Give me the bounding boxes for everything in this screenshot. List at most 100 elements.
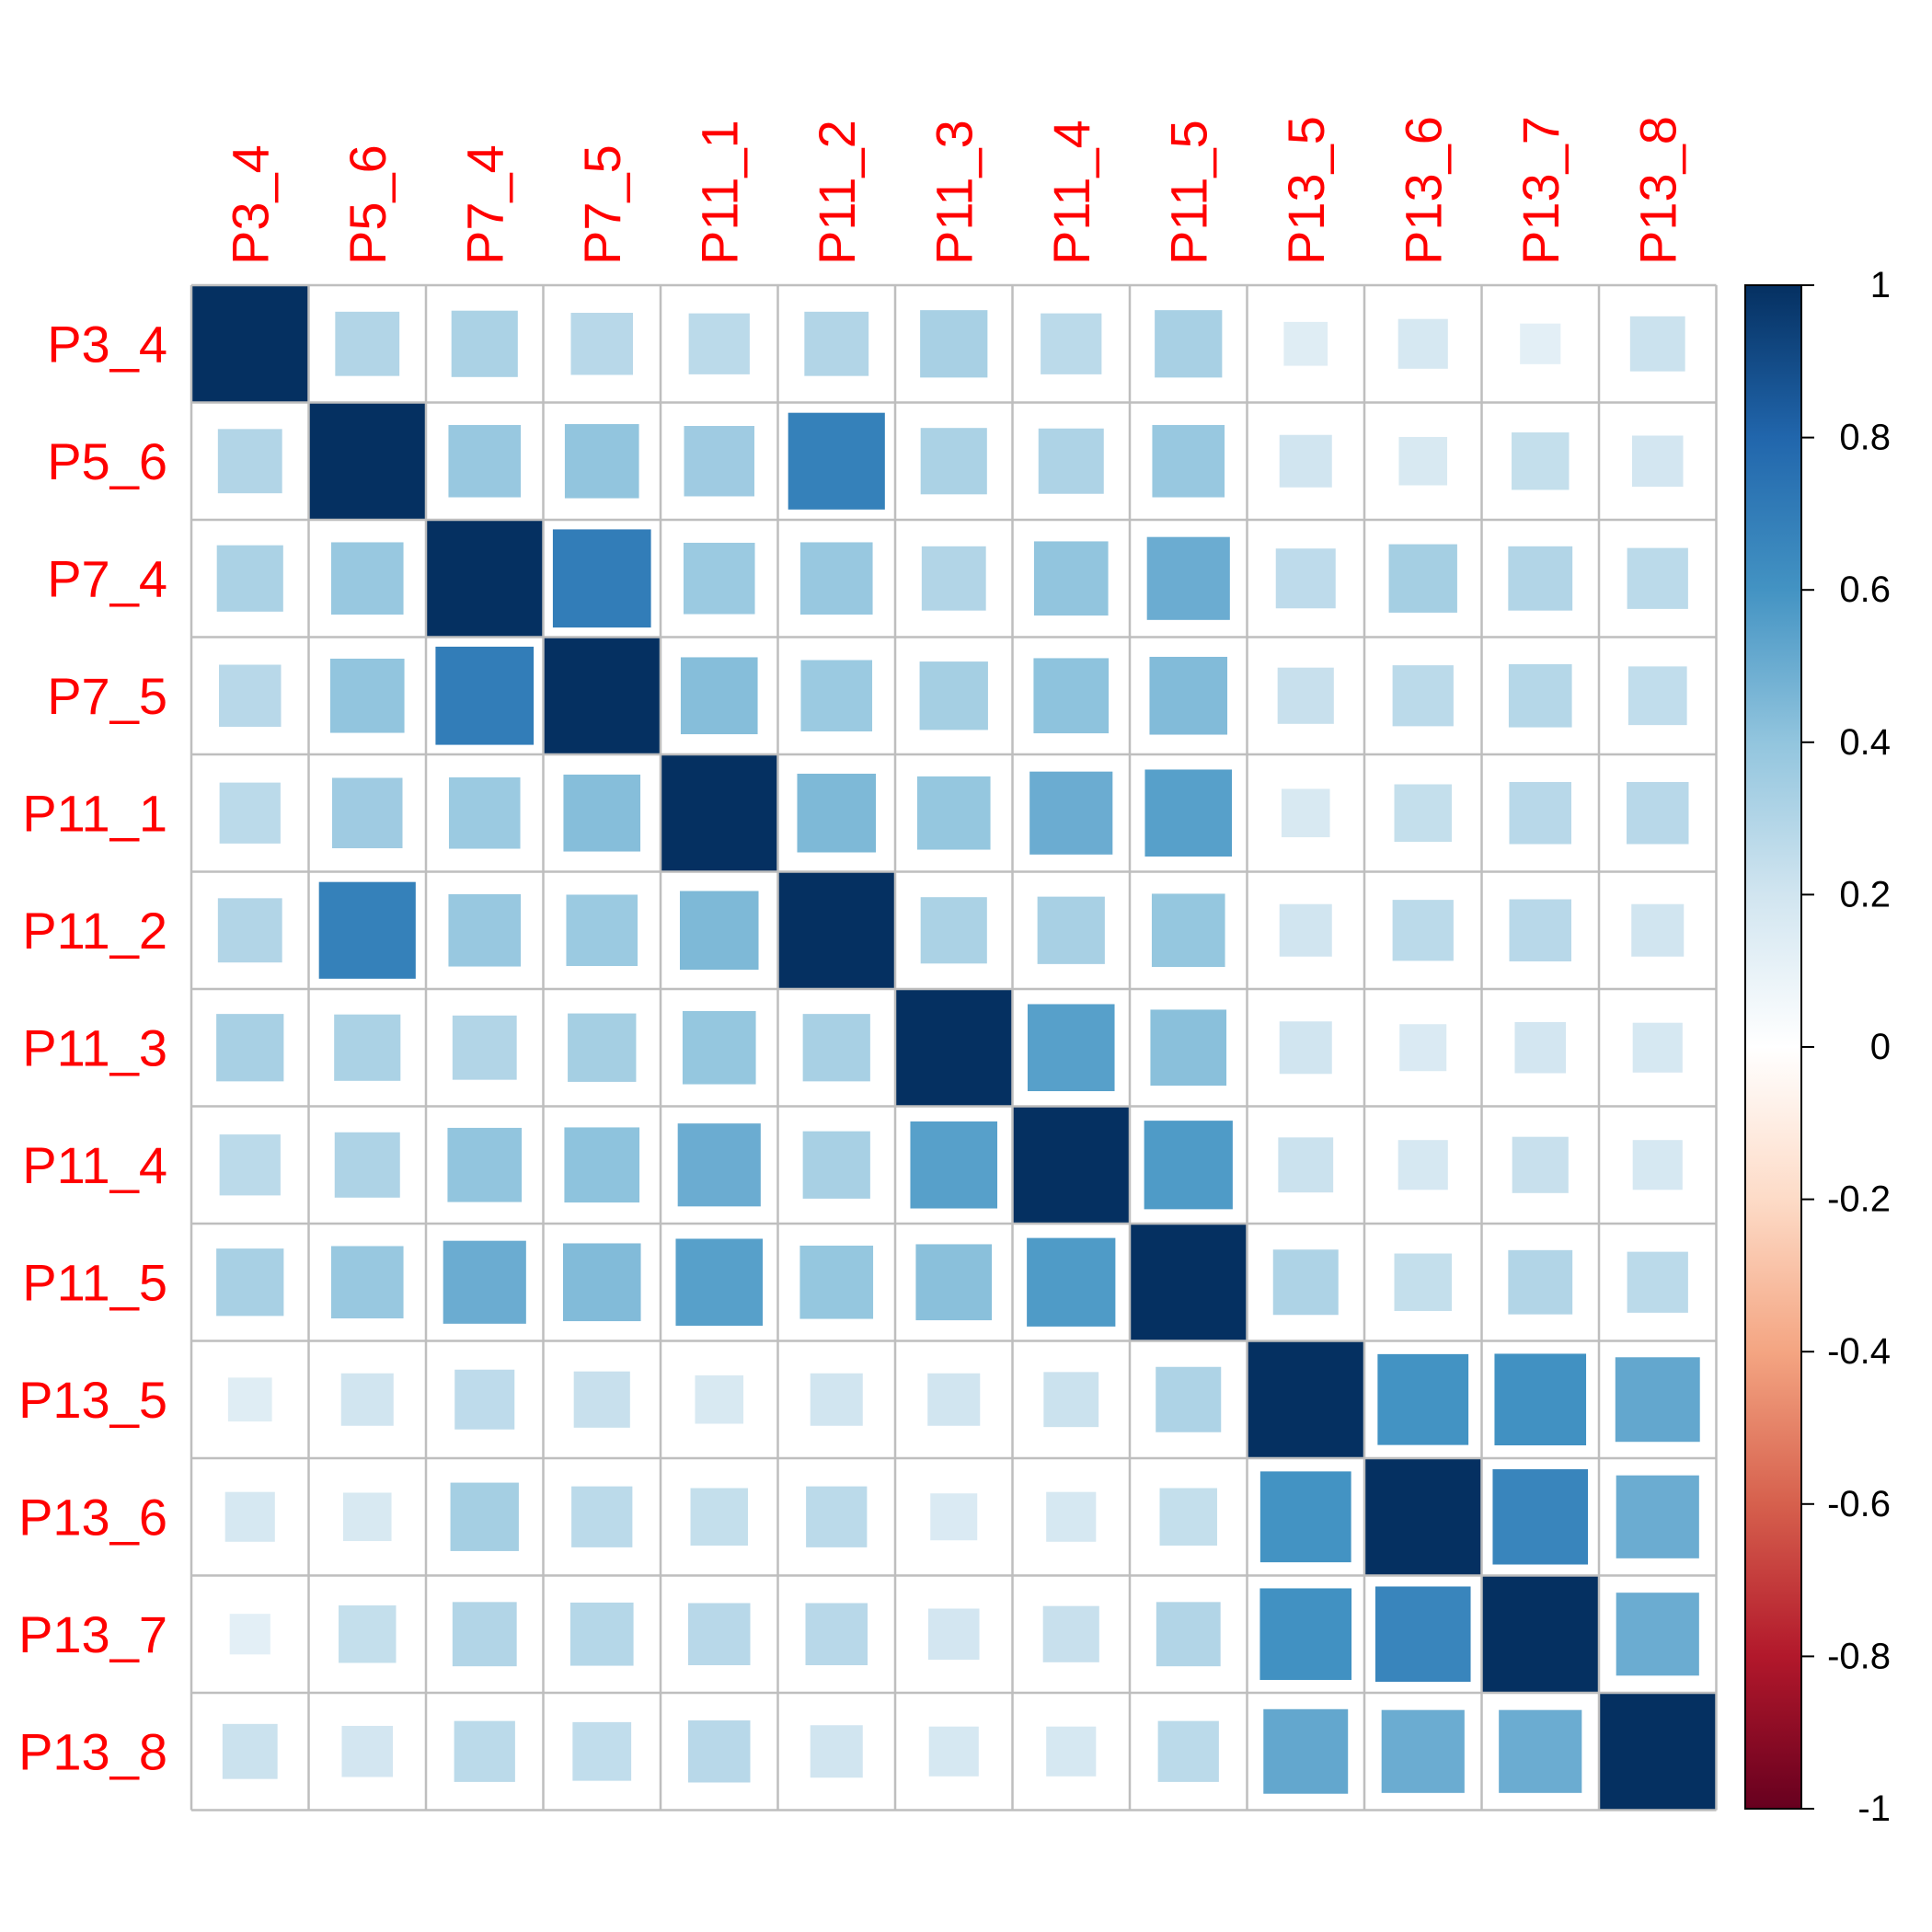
cell-P5_6-P13_8 — [1631, 435, 1684, 488]
color-legend-bar — [1744, 284, 1802, 1810]
color-legend: 1 0.8 0.6 0.4 0.2 0 -0.2 -0.4 -0.6 -0.8 -1 — [1744, 265, 1891, 1829]
matrix-cells — [191, 285, 1717, 1811]
cell-P7_5-P13_5 — [1277, 667, 1334, 724]
cell-P13_8-P11_3 — [928, 1726, 979, 1777]
cell-P11_3-P13_8 — [1632, 1022, 1683, 1073]
cell-P7_5-P7_4 — [435, 646, 535, 745]
cell-P5_6-P13_5 — [1279, 434, 1332, 488]
cell-P13_5-P11_1 — [695, 1374, 744, 1424]
cell-P13_8-P5_6 — [341, 1725, 394, 1777]
cell-P13_8-P11_4 — [1046, 1726, 1097, 1777]
cell-P11_2-P3_4 — [217, 898, 282, 963]
cell-P7_5-P13_6 — [1392, 665, 1454, 727]
color-legend-tick-label: 0.4 — [1839, 722, 1891, 763]
cell-P11_2-P11_2 — [777, 871, 895, 989]
column-label-P11_5: P11_5 — [1159, 120, 1217, 265]
cell-P13_6-P11_4 — [1046, 1491, 1097, 1542]
row-label-P5_6: P5_6 — [47, 432, 167, 490]
row-label-P11_4: P11_4 — [22, 1136, 167, 1194]
cell-P13_8-P11_5 — [1157, 1720, 1219, 1782]
cell-P13_7-P13_6 — [1374, 1586, 1471, 1683]
cell-P3_4-P11_4 — [1041, 313, 1102, 374]
cell-P11_4-P11_5 — [1144, 1121, 1233, 1210]
cell-P11_2-P11_4 — [1037, 896, 1105, 964]
column-label-P5_6: P5_6 — [339, 144, 397, 265]
cell-P7_4-P3_4 — [216, 545, 283, 612]
cell-P11_1-P11_2 — [797, 773, 877, 853]
cell-P11_2-P13_5 — [1279, 903, 1332, 957]
cell-P13_8-P3_4 — [222, 1723, 278, 1779]
cell-P13_8-P13_8 — [1599, 1693, 1717, 1811]
cell-P7_4-P11_2 — [799, 542, 873, 615]
cell-P11_5-P7_5 — [562, 1243, 641, 1322]
row-label-P13_8: P13_8 — [18, 1722, 167, 1780]
cell-P11_5-P13_5 — [1272, 1249, 1339, 1316]
cell-P11_1-P13_7 — [1509, 782, 1571, 845]
cell-P7_4-P11_3 — [921, 546, 986, 611]
cell-P7_5-P13_8 — [1627, 666, 1687, 726]
cell-P11_1-P11_3 — [916, 776, 991, 850]
cell-P11_1-P13_5 — [1281, 788, 1330, 838]
cell-P11_3-P13_7 — [1514, 1021, 1567, 1074]
column-label-P7_4: P7_4 — [455, 144, 513, 265]
color-legend-tick-label: -0.4 — [1827, 1331, 1891, 1372]
cell-P13_6-P11_3 — [930, 1493, 978, 1541]
cell-P11_5-P13_6 — [1394, 1253, 1452, 1311]
cell-P7_4-P11_1 — [683, 542, 755, 615]
row-label-P7_5: P7_5 — [47, 667, 167, 725]
cell-P11_3-P7_4 — [452, 1015, 517, 1080]
column-label-P7_5: P7_5 — [573, 144, 631, 265]
color-legend-tick-label: -1 — [1857, 1788, 1891, 1829]
cell-P13_5-P13_8 — [1615, 1357, 1700, 1443]
cell-P11_5-P7_4 — [443, 1240, 526, 1324]
cell-P11_1-P7_4 — [448, 776, 521, 849]
cell-P13_7-P5_6 — [339, 1605, 397, 1663]
cell-P5_6-P13_7 — [1512, 432, 1570, 490]
cell-P11_4-P11_1 — [677, 1123, 761, 1207]
row-label-P11_3: P11_3 — [22, 1018, 167, 1076]
cell-P7_5-P11_1 — [680, 657, 758, 735]
row-label-P3_4: P3_4 — [47, 315, 167, 373]
cell-P11_5-P13_7 — [1508, 1249, 1573, 1315]
cell-P7_5-P11_3 — [919, 661, 988, 730]
cell-P3_4-P3_4 — [191, 285, 309, 403]
cell-P11_2-P13_7 — [1509, 899, 1571, 961]
cell-P5_6-P3_4 — [217, 429, 282, 494]
column-label-P11_2: P11_2 — [808, 120, 866, 265]
cell-P13_6-P13_7 — [1492, 1468, 1589, 1565]
cell-P11_1-P7_5 — [563, 774, 641, 852]
cell-P11_2-P5_6 — [318, 881, 416, 979]
color-legend-tick-label: 0.6 — [1839, 569, 1891, 610]
cell-P11_3-P11_5 — [1150, 1009, 1227, 1087]
cell-P3_4-P11_2 — [804, 311, 869, 376]
cell-P13_6-P11_1 — [690, 1488, 748, 1546]
column-label-P11_3: P11_3 — [925, 120, 983, 265]
cell-P11_4-P7_4 — [447, 1127, 523, 1202]
cell-P7_4-P5_6 — [330, 542, 404, 615]
cell-P13_8-P7_5 — [572, 1721, 632, 1781]
cell-P13_5-P11_5 — [1156, 1366, 1222, 1432]
cell-P11_1-P11_1 — [661, 754, 778, 872]
column-label-P11_4: P11_4 — [1042, 120, 1100, 265]
cell-P11_3-P13_6 — [1399, 1024, 1447, 1072]
cell-P11_4-P13_6 — [1397, 1140, 1448, 1190]
cell-P11_5-P11_3 — [915, 1244, 993, 1321]
cell-P3_4-P11_5 — [1155, 310, 1223, 378]
cell-P13_5-P7_4 — [454, 1369, 515, 1430]
column-label-P13_7: P13_7 — [1512, 116, 1570, 265]
cell-P13_7-P11_2 — [805, 1603, 868, 1665]
cell-P11_4-P3_4 — [219, 1134, 281, 1196]
cell-P11_1-P11_5 — [1144, 769, 1233, 857]
cell-P3_4-P13_8 — [1629, 316, 1685, 372]
cell-P3_4-P11_3 — [920, 310, 988, 378]
cell-P11_4-P7_5 — [564, 1127, 640, 1203]
cell-P13_6-P5_6 — [342, 1492, 392, 1542]
cell-P13_5-P5_6 — [340, 1373, 394, 1426]
column-label-P3_4: P3_4 — [221, 144, 279, 265]
cell-P13_8-P13_6 — [1381, 1709, 1465, 1793]
cell-P13_6-P13_8 — [1616, 1475, 1699, 1558]
cell-P7_4-P13_7 — [1508, 546, 1573, 611]
cell-P13_6-P13_5 — [1259, 1471, 1351, 1563]
